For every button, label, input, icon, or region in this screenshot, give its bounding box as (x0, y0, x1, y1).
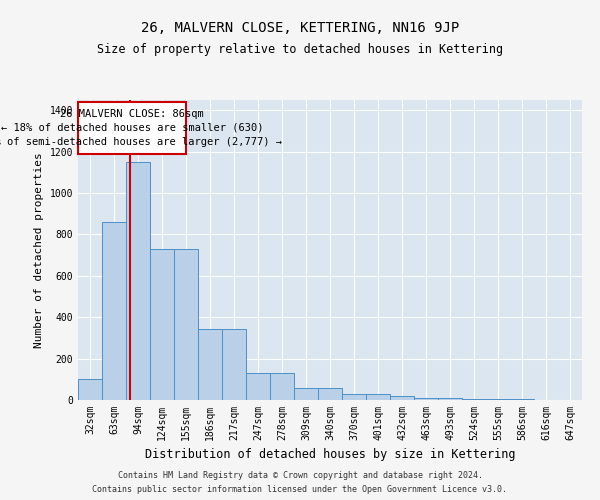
Bar (246, 373, 270, 400)
Bar (414, 398, 438, 400)
Text: 26 MALVERN CLOSE: 86sqm
← 18% of detached houses are smaller (630)
81% of semi-d: 26 MALVERN CLOSE: 86sqm ← 18% of detache… (0, 109, 282, 147)
Bar (126, 162, 150, 400)
Bar (150, 249, 174, 400)
Bar (510, 399, 534, 400)
Bar (342, 394, 366, 400)
Text: 26, MALVERN CLOSE, KETTERING, NN16 9JP: 26, MALVERN CLOSE, KETTERING, NN16 9JP (141, 20, 459, 34)
Bar (102, 222, 126, 400)
Bar (78, 380, 102, 400)
Bar (366, 394, 390, 400)
Bar (462, 399, 486, 400)
Y-axis label: Number of detached properties: Number of detached properties (34, 152, 44, 348)
Text: Contains public sector information licensed under the Open Government Licence v3: Contains public sector information licen… (92, 484, 508, 494)
Bar (438, 398, 462, 400)
Bar (390, 396, 414, 400)
Bar (486, 399, 510, 400)
Text: Size of property relative to detached houses in Kettering: Size of property relative to detached ho… (97, 44, 503, 57)
Bar (294, 388, 318, 400)
Bar (270, 373, 294, 400)
Bar (318, 388, 342, 400)
X-axis label: Distribution of detached houses by size in Kettering: Distribution of detached houses by size … (145, 448, 515, 462)
Text: Contains HM Land Registry data © Crown copyright and database right 2024.: Contains HM Land Registry data © Crown c… (118, 470, 482, 480)
Bar (198, 328, 222, 400)
Bar (174, 249, 198, 400)
Bar (222, 328, 246, 400)
